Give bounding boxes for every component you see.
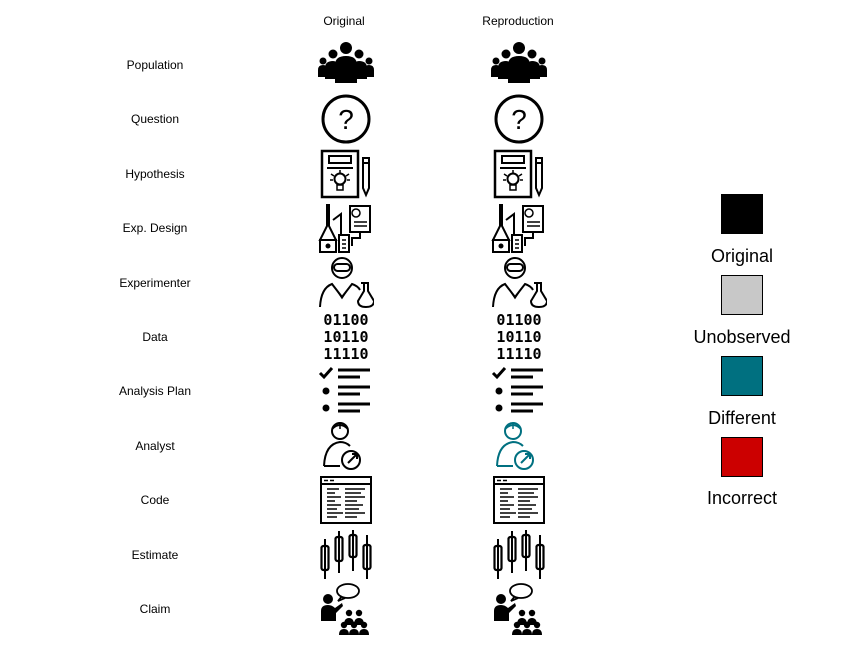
binary-data-icon: 01100 10110 11110	[318, 311, 374, 363]
row-label: Code	[140, 493, 170, 508]
legend-swatch-different	[721, 356, 763, 396]
hypothesis-icon	[491, 148, 547, 200]
experimenter-icon	[491, 256, 547, 309]
svg-text:01100: 01100	[323, 311, 368, 329]
legend-swatch-unobserved	[721, 275, 763, 315]
legend-label-different: Different	[708, 408, 776, 428]
binary-data-icon: 01100 10110 11110	[491, 311, 547, 363]
column-header-reproduction: Reproduction	[482, 14, 554, 28]
svg-text:11110: 11110	[496, 345, 541, 363]
population-icon	[318, 39, 374, 91]
svg-text:10110: 10110	[323, 328, 368, 346]
svg-text:01100: 01100	[496, 311, 541, 329]
question-icon: ?	[318, 93, 374, 145]
row-label: Analyst	[135, 438, 175, 453]
column-header-original: Original	[323, 14, 365, 28]
row-label: Exp. Design	[122, 221, 188, 236]
svg-text:10110: 10110	[496, 328, 541, 346]
row-label: Hypothesis	[125, 166, 185, 181]
population-icon	[491, 39, 547, 91]
legend-label-unobserved: Unobserved	[693, 327, 791, 347]
code-window-icon	[491, 474, 547, 526]
analyst-icon	[318, 420, 374, 472]
checklist-icon	[318, 365, 374, 417]
checklist-icon	[491, 365, 547, 417]
presenter-audience-icon	[318, 583, 374, 635]
row-label: Analysis Plan	[118, 384, 192, 399]
legend-swatch-incorrect	[721, 437, 763, 477]
analyst-icon	[491, 420, 547, 472]
svg-text:?: ?	[338, 104, 354, 135]
svg-text:11110: 11110	[323, 345, 368, 363]
row-label: Experimenter	[119, 275, 191, 290]
experiment-design-icon	[318, 202, 374, 254]
row-label: Data	[142, 330, 168, 344]
row-label: Estimate	[131, 547, 179, 562]
row-label: Question	[130, 112, 180, 127]
row-label: Claim	[139, 602, 171, 616]
svg-text:?: ?	[511, 104, 527, 135]
hypothesis-icon	[318, 148, 374, 200]
legend-label-incorrect: Incorrect	[706, 488, 778, 508]
legend-label-original: Original	[710, 246, 774, 266]
legend-swatch-original	[721, 194, 763, 234]
experimenter-icon	[318, 256, 374, 309]
code-window-icon	[318, 474, 374, 526]
row-label: Population	[126, 58, 184, 72]
question-icon: ?	[491, 93, 547, 145]
candlestick-chart-icon	[491, 529, 547, 581]
candlestick-chart-icon	[318, 529, 374, 581]
presenter-audience-icon	[491, 583, 547, 635]
experiment-design-icon	[491, 202, 547, 254]
